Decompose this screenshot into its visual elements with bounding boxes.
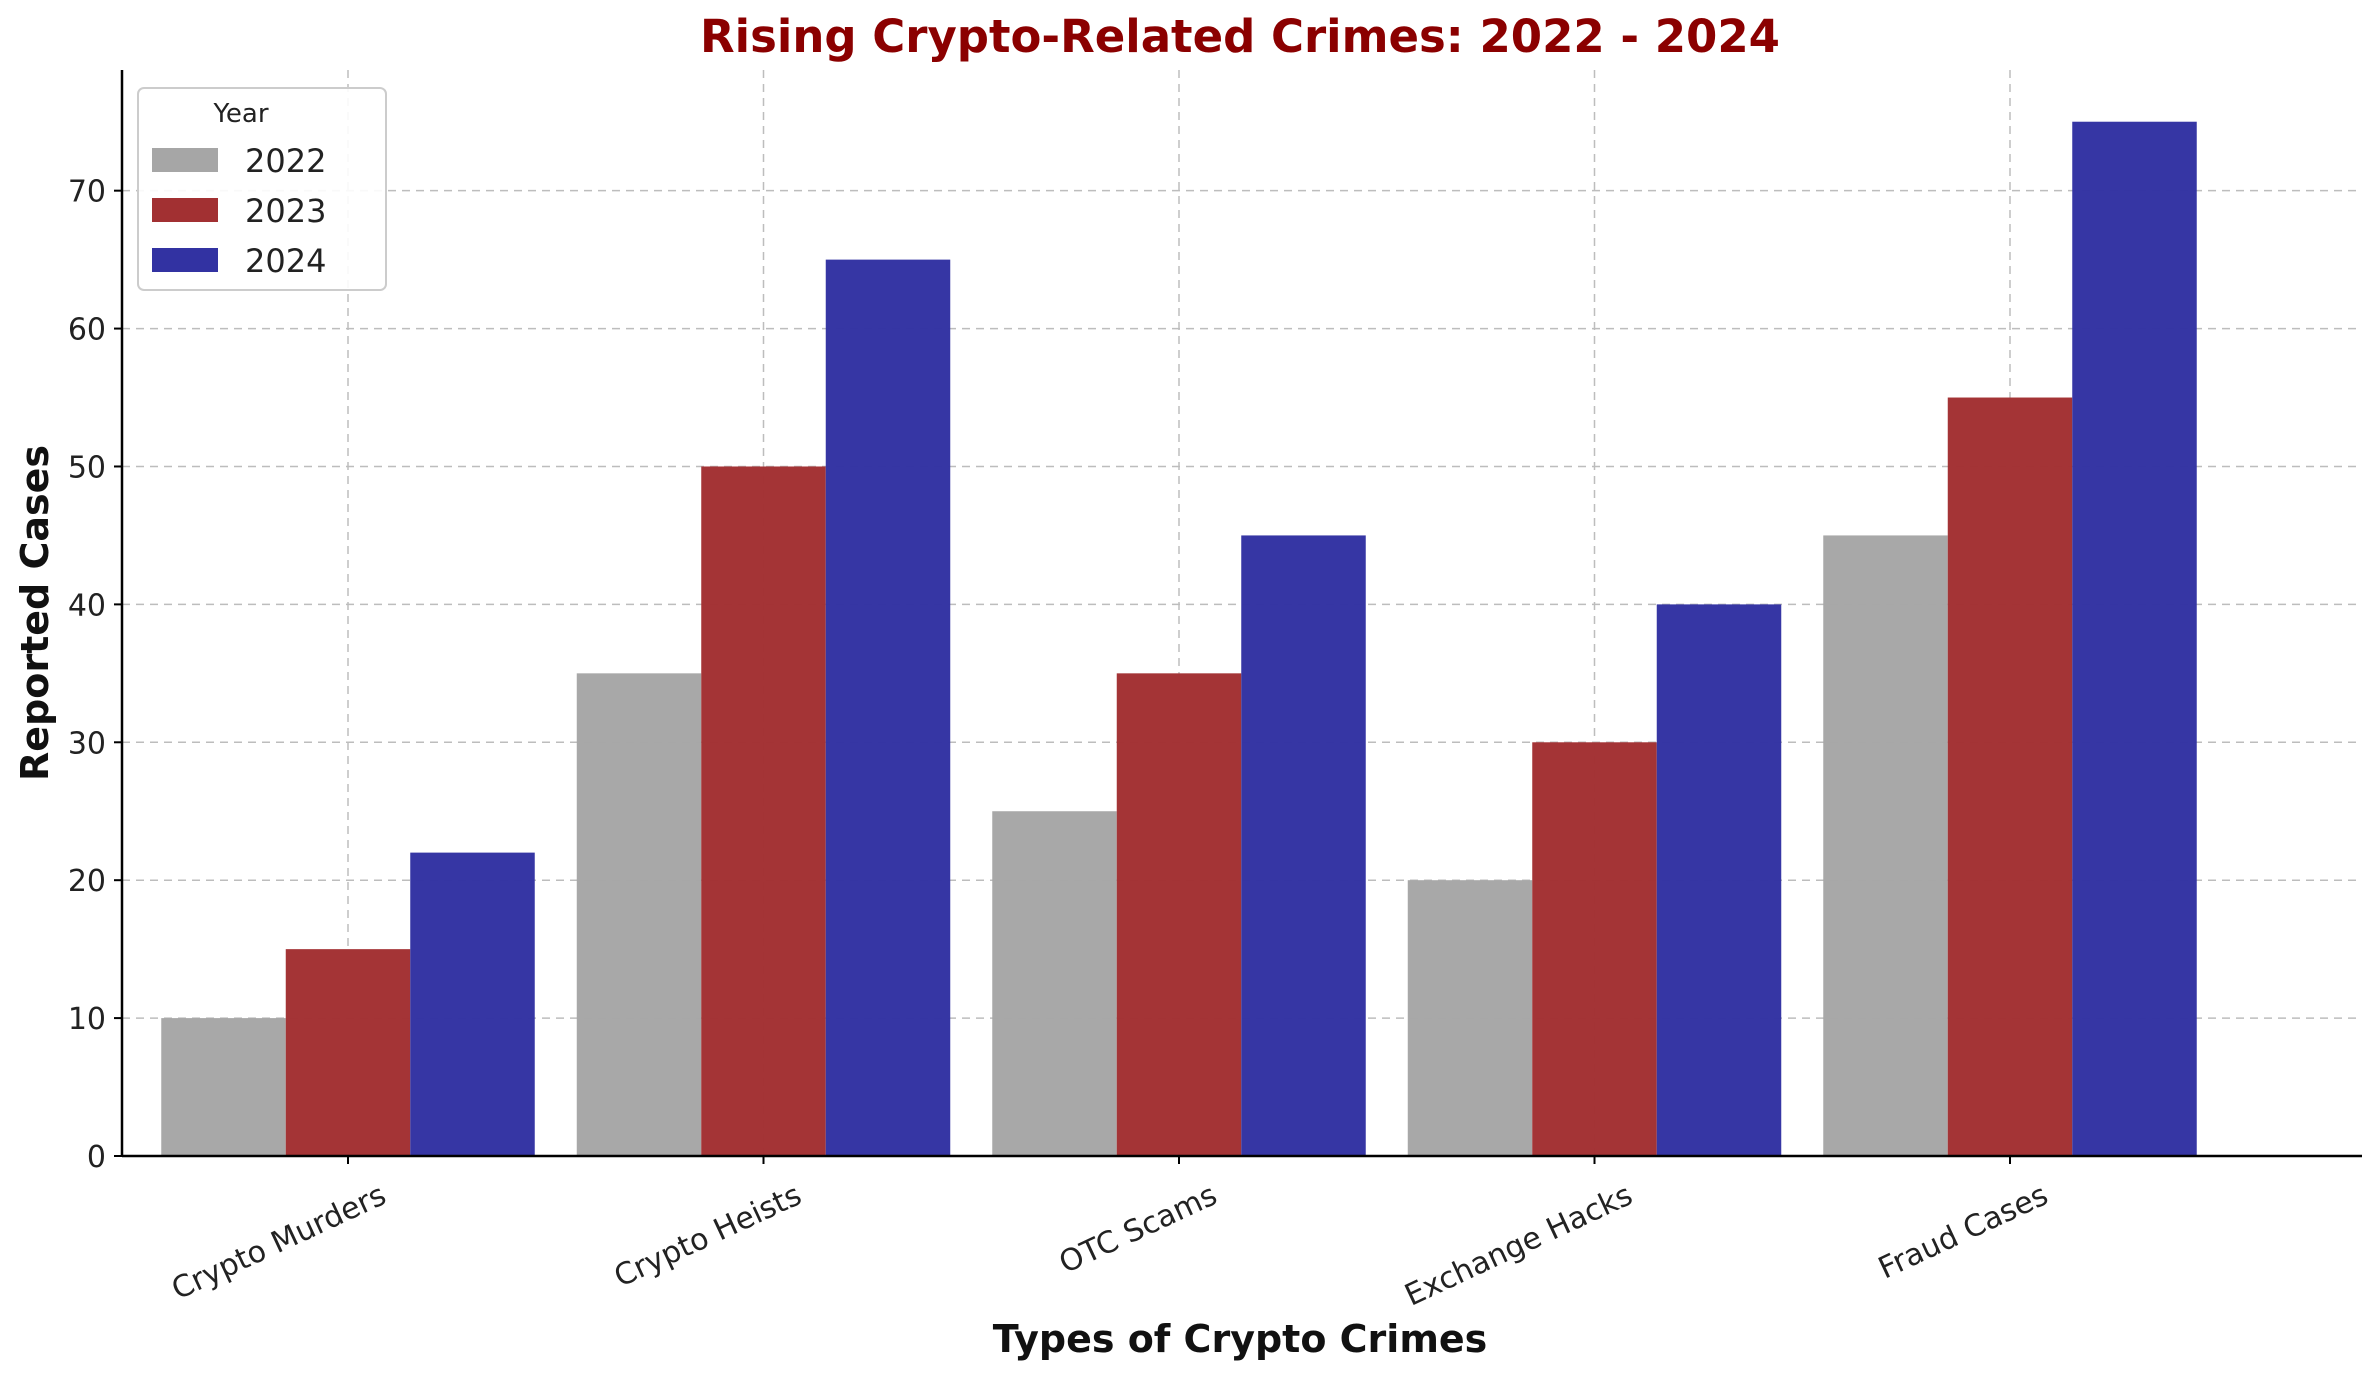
y-tick-label: 60 xyxy=(68,313,106,348)
x-tick-label: Fraud Cases xyxy=(1873,1178,2053,1287)
bar-2024-1 xyxy=(825,259,951,1157)
axes xyxy=(120,70,2362,1158)
x-tick-label: Crypto Murders xyxy=(166,1178,391,1308)
y-tick-label: 0 xyxy=(87,1140,106,1175)
legend-label-2023: 2023 xyxy=(245,192,326,230)
legend-box xyxy=(137,87,387,291)
bars xyxy=(161,121,2197,1157)
y-axis-label: Reported Cases xyxy=(13,445,57,781)
bar-2023-2 xyxy=(1116,673,1242,1156)
bar-2023-4 xyxy=(1947,397,2073,1156)
legend-swatch-2023 xyxy=(152,198,218,222)
y-tick-label: 50 xyxy=(68,450,106,485)
x-tick-label: OTC Scams xyxy=(1054,1178,1222,1281)
y-tick-label: 70 xyxy=(68,175,106,210)
legend-swatch-2024 xyxy=(152,248,218,272)
bar-2022-2 xyxy=(992,811,1117,1156)
bar-2023-0 xyxy=(285,949,411,1156)
bar-2024-2 xyxy=(1241,535,1366,1156)
y-tick-label: 40 xyxy=(68,588,106,623)
bar-2023-1 xyxy=(701,466,826,1156)
bar-2022-0 xyxy=(161,1018,286,1156)
legend-label-2022: 2022 xyxy=(245,142,326,180)
x-tick-labels: Crypto Murders Crypto Heists OTC Scams Exch… xyxy=(166,1156,2053,1313)
bar-2023-3 xyxy=(1532,742,1657,1156)
y-tick-label: 10 xyxy=(68,1002,106,1037)
bar-2022-3 xyxy=(1407,880,1533,1156)
bar-2024-4 xyxy=(2072,121,2197,1157)
x-tick-label: Crypto Heists xyxy=(609,1178,807,1295)
y-tick-label: 20 xyxy=(68,864,106,899)
y-tick-label: 30 xyxy=(68,726,106,761)
x-tick-label: Exchange Hacks xyxy=(1400,1178,1638,1314)
bar-2022-4 xyxy=(1823,535,1948,1156)
bar-2022-1 xyxy=(576,673,702,1156)
legend: Year 2022 2023 2024 xyxy=(137,87,387,291)
bar-2024-3 xyxy=(1656,604,1782,1156)
legend-swatch-2022 xyxy=(152,148,218,172)
legend-title: Year xyxy=(212,99,268,129)
y-tick-labels: 0 10 20 30 40 50 60 70 xyxy=(68,175,122,1175)
x-axis-label: Types of Crypto Crimes xyxy=(993,1317,1488,1361)
chart-title: Rising Crypto-Related Crimes: 2022 - 202… xyxy=(700,10,1780,63)
legend-label-2024: 2024 xyxy=(245,242,326,280)
bar-2024-0 xyxy=(410,852,535,1156)
